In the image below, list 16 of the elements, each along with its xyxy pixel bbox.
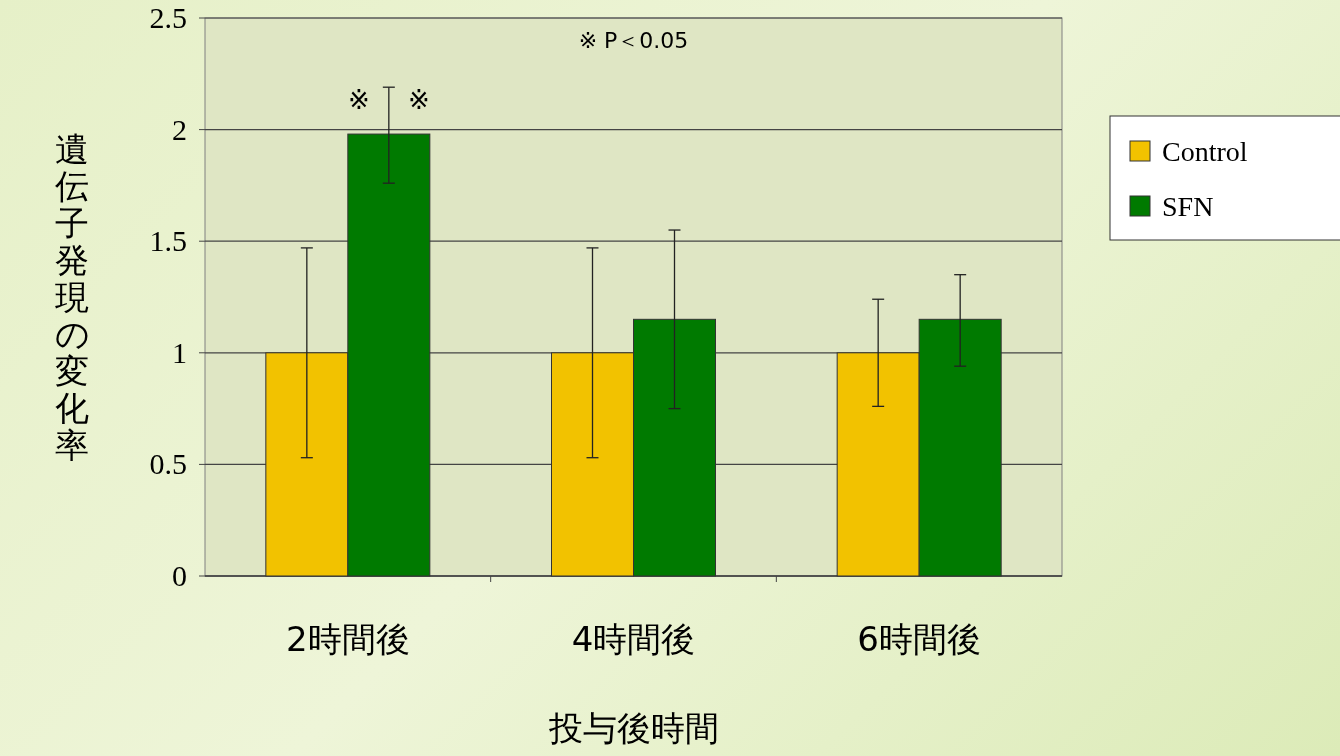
y-tick-label: 1 xyxy=(172,335,187,369)
x-tick-label: 4時間後 xyxy=(571,619,696,659)
y-tick-label: 2 xyxy=(172,112,187,146)
x-tick-label: 2時間後 xyxy=(286,619,410,659)
legend-label: Control xyxy=(1162,136,1248,167)
annotation: ※ xyxy=(347,85,370,116)
annotation: ※ xyxy=(407,85,430,116)
y-tick-label: 0.5 xyxy=(149,447,187,481)
x-tick-label: 6時間後 xyxy=(857,619,981,659)
legend-label: SFN xyxy=(1162,191,1214,222)
annotation: ※ P＜0.05 xyxy=(578,28,689,53)
y-tick-label: 2.5 xyxy=(149,1,187,34)
x-axis-title: 投与後時間 xyxy=(547,708,719,748)
y-tick-label: 0 xyxy=(172,559,187,592)
text: 遺伝子発現の変化率 xyxy=(54,129,90,465)
y-tick-label: 1.5 xyxy=(149,224,187,258)
